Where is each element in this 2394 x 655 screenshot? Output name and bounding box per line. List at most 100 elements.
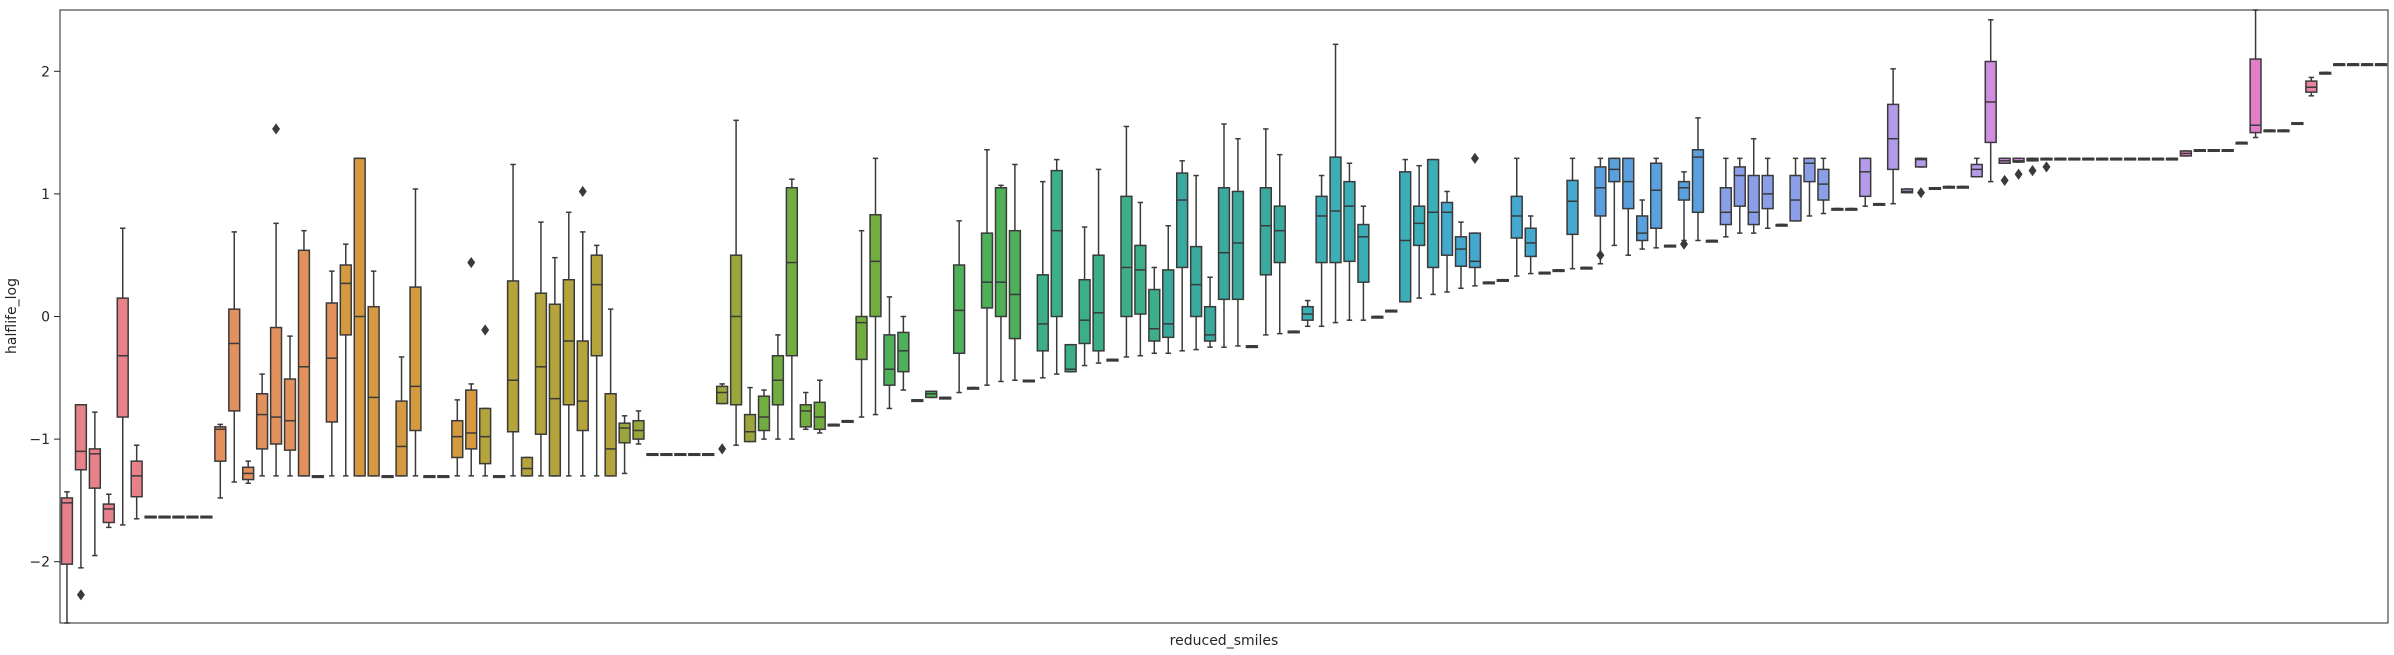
box-73 [1078, 226, 1091, 367]
box-2 [88, 411, 102, 557]
outlier-point [1596, 249, 1605, 261]
outlier-point [2000, 174, 2009, 187]
box-iqr [1761, 174, 1774, 210]
box-115 [1663, 244, 1677, 248]
box-131 [1886, 68, 1900, 205]
box-75 [1106, 358, 1119, 362]
box-iqr [339, 264, 352, 336]
box-29 [465, 256, 478, 477]
box-142 [2040, 157, 2053, 173]
box-89 [1301, 299, 1314, 328]
box-81 [1189, 174, 1203, 351]
box-125 [1803, 157, 1816, 217]
box-101 [1468, 152, 1482, 287]
box-106 [1538, 271, 1551, 275]
box-18 [311, 475, 325, 479]
box-5 [130, 444, 143, 520]
box-iqr [1120, 195, 1133, 318]
box-107 [1552, 269, 1565, 273]
box-96 [1399, 158, 1412, 303]
outlier-point [2042, 161, 2051, 173]
box-10 [200, 515, 213, 519]
outlier-point [718, 443, 727, 455]
box-39 [604, 308, 617, 477]
box-56 [841, 419, 854, 423]
box-63 [939, 396, 952, 400]
box-45 [688, 453, 701, 457]
outlier-point [1680, 238, 1689, 250]
box-66 [980, 149, 994, 386]
box-iqr [1273, 205, 1286, 264]
box-iqr [1259, 187, 1273, 276]
box-iqr [980, 232, 994, 309]
box-99 [1440, 190, 1454, 293]
box-164 [2346, 63, 2360, 67]
box-114 [1649, 157, 1663, 249]
box-159 [2277, 129, 2290, 133]
box-92 [1343, 162, 1356, 321]
box-37 [576, 185, 589, 477]
box-90 [1315, 174, 1328, 328]
box-25 [409, 188, 422, 477]
box-iqr [618, 422, 631, 444]
box-41 [632, 410, 645, 445]
box-4 [116, 227, 129, 526]
outlier-point [1917, 187, 1926, 199]
box-iqr [1733, 166, 1746, 207]
box-8 [172, 515, 185, 519]
box-iqr [1399, 171, 1412, 303]
outlier-point [1470, 152, 1479, 164]
box-iqr [88, 448, 102, 489]
box-149 [2137, 157, 2151, 161]
box-42 [646, 453, 659, 457]
box-iqr [1691, 149, 1705, 214]
box-91 [1329, 43, 1342, 324]
box-22 [367, 270, 380, 477]
box-26 [423, 475, 436, 479]
box-160 [2291, 122, 2304, 126]
outlier-point [2028, 165, 2037, 177]
box-143 [2054, 157, 2067, 161]
box-iqr [1148, 288, 1161, 342]
box-111 [1608, 157, 1621, 247]
box-100 [1454, 221, 1468, 290]
box-iqr [799, 404, 812, 428]
box-iqr [1315, 195, 1328, 264]
box-141 [2026, 157, 2039, 177]
box-iqr [1886, 103, 1900, 171]
box-iqr [1412, 205, 1426, 247]
box-77 [1134, 201, 1147, 357]
box-17 [297, 229, 311, 477]
box-48 [729, 119, 743, 446]
box-52 [785, 178, 799, 440]
box-iqr [1636, 215, 1649, 242]
outlier-point [481, 324, 490, 336]
box-47 [715, 383, 729, 455]
box-154 [2207, 149, 2220, 153]
box-iqr [813, 401, 826, 431]
box-iqr [1064, 343, 1077, 373]
box-9 [186, 515, 199, 519]
box-iqr [1719, 187, 1733, 226]
box-iqr [715, 385, 729, 405]
box-iqr [1914, 157, 1928, 168]
outlier-point [467, 256, 476, 269]
outlier-point [76, 589, 85, 601]
box-iqr [367, 305, 380, 477]
box-118 [1705, 239, 1719, 243]
box-series-group [60, 9, 2388, 624]
box-iqr [283, 378, 297, 451]
box-iqr [1189, 245, 1203, 318]
box-iqr [325, 302, 339, 423]
box-127 [1831, 207, 1844, 211]
box-104 [1510, 157, 1523, 277]
box-123 [1775, 223, 1788, 227]
box-126 [1817, 157, 1830, 215]
box-iqr [214, 426, 227, 462]
box-166 [2374, 63, 2388, 67]
box-49 [743, 386, 757, 443]
box-iqr [869, 213, 882, 318]
box-97 [1412, 164, 1426, 299]
box-iqr [1649, 162, 1663, 229]
box-130 [1872, 202, 1886, 206]
